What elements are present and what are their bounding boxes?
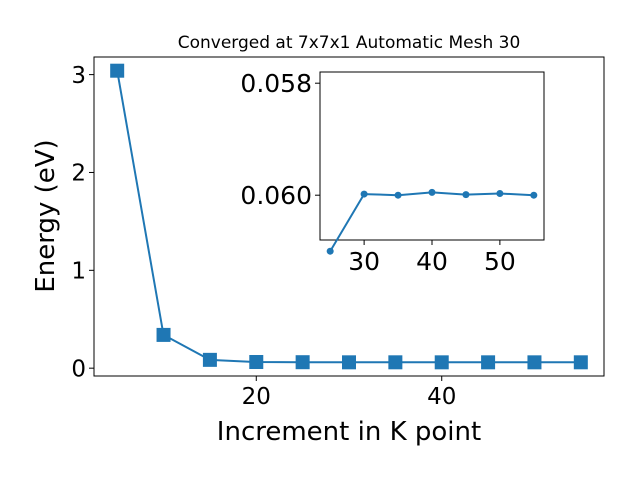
main-y-tick-label: 3 <box>71 63 86 89</box>
inset-y-tick-label: 0.060 <box>240 181 312 210</box>
inset-data-point <box>326 247 334 255</box>
main-x-ticks: 20 40 <box>242 376 456 410</box>
main-x-tick-label: 20 <box>242 384 271 410</box>
inset-data-point <box>530 191 538 199</box>
main-data-point <box>202 352 217 367</box>
inset-data-point <box>360 190 368 198</box>
main-data-point <box>527 355 542 370</box>
main-y-tick-label: 0 <box>71 356 86 382</box>
inset-series <box>326 188 538 255</box>
main-series <box>110 63 588 370</box>
inset-x-tick-label: 50 <box>484 247 516 276</box>
inset-x-tick-label: 40 <box>416 247 448 276</box>
inset-data-point <box>462 191 470 199</box>
main-data-point <box>388 355 403 370</box>
x-axis-label: Increment in K point <box>217 417 481 447</box>
inset-plot: 30 40 50 0.058 0.060 <box>240 69 545 276</box>
main-data-point <box>481 355 496 370</box>
inset-data-point <box>394 191 402 199</box>
main-data-point <box>434 355 449 370</box>
main-data-point <box>295 355 310 370</box>
main-data-point <box>156 327 171 342</box>
inset-background <box>320 72 544 240</box>
main-data-point <box>110 63 125 78</box>
inset-y-ticks: 0.058 0.060 <box>240 69 320 210</box>
main-y-tick-label: 2 <box>71 161 86 187</box>
inset-data-point <box>496 190 504 198</box>
inset-x-tick-label: 30 <box>348 247 380 276</box>
main-plot-frame <box>93 56 605 377</box>
main-y-tick-label: 1 <box>71 259 86 285</box>
main-data-point <box>249 355 264 370</box>
main-x-tick-label: 40 <box>427 384 456 410</box>
chart-title: Converged at 7x7x1 Automatic Mesh 30 <box>178 33 521 53</box>
y-axis-label: Energy (eV) <box>31 139 61 292</box>
main-data-point <box>573 355 588 370</box>
main-y-ticks: 0 1 2 3 <box>71 63 94 382</box>
main-data-point <box>342 355 356 370</box>
inset-y-tick-label: 0.058 <box>240 69 312 98</box>
inset-data-point <box>428 188 436 196</box>
inset-x-ticks: 30 40 50 <box>348 240 516 276</box>
